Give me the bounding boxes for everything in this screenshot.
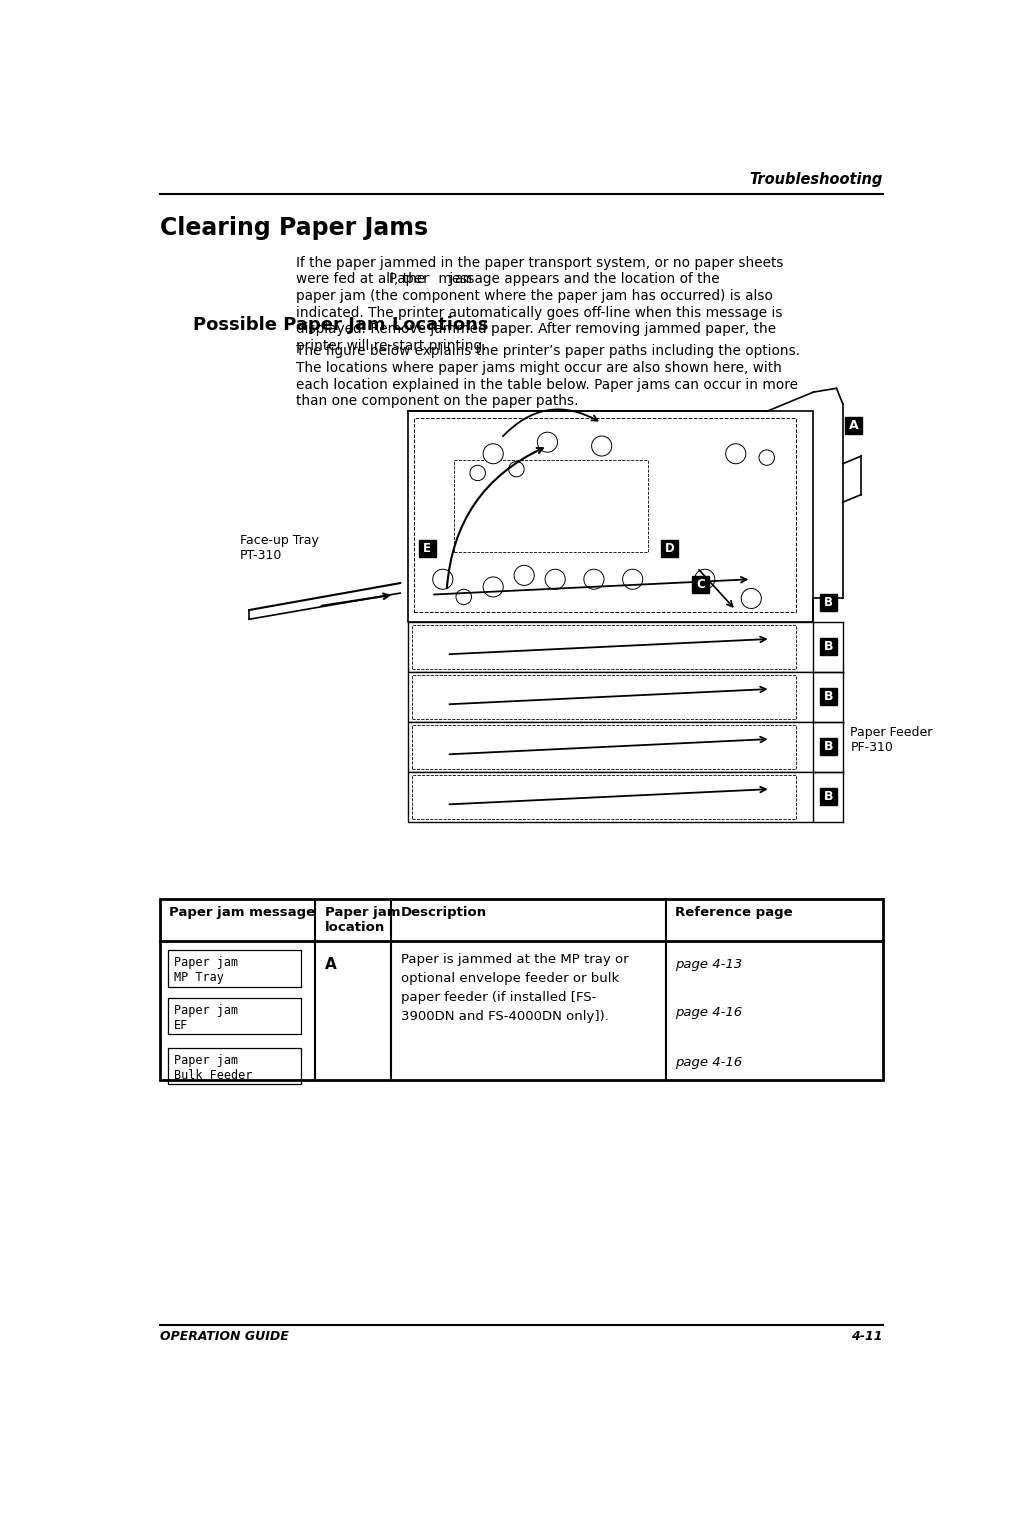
Bar xyxy=(160,899,883,1079)
Text: page 4-13: page 4-13 xyxy=(676,958,743,972)
Bar xyxy=(820,738,838,755)
Bar xyxy=(820,788,838,805)
Text: Paper jam
location: Paper jam location xyxy=(325,907,400,934)
Circle shape xyxy=(592,437,611,456)
Text: B: B xyxy=(824,790,834,803)
Text: The figure below explains the printer’s paper paths including the options.: The figure below explains the printer’s … xyxy=(297,344,801,358)
Circle shape xyxy=(545,568,566,590)
Circle shape xyxy=(483,444,503,464)
Bar xyxy=(820,638,838,655)
Text: If the paper jammed in the paper transport system, or no paper sheets: If the paper jammed in the paper transpo… xyxy=(297,256,784,270)
Bar xyxy=(168,951,302,987)
Bar xyxy=(845,417,862,434)
Bar xyxy=(692,576,709,593)
Text: each location explained in the table below. Paper jams can occur in more: each location explained in the table bel… xyxy=(297,377,798,391)
Text: than one component on the paper paths.: than one component on the paper paths. xyxy=(297,394,579,408)
Bar xyxy=(419,540,436,556)
Bar xyxy=(408,722,813,772)
Text: 4-11: 4-11 xyxy=(852,1330,883,1343)
Bar xyxy=(454,459,648,552)
Bar xyxy=(408,672,813,722)
Text: A: A xyxy=(849,418,858,432)
Bar xyxy=(820,688,838,705)
Bar xyxy=(412,775,796,819)
Circle shape xyxy=(455,590,472,605)
Text: indicated. The printer automatically goes off-line when this message is: indicated. The printer automatically goe… xyxy=(297,306,783,320)
Text: Paper jam
MP Tray: Paper jam MP Tray xyxy=(174,955,238,984)
Text: Clearing Paper Jams: Clearing Paper Jams xyxy=(160,215,428,240)
Text: were fed at all, the: were fed at all, the xyxy=(297,273,430,287)
Text: B: B xyxy=(824,596,834,609)
Circle shape xyxy=(515,565,534,585)
Circle shape xyxy=(726,444,746,464)
Text: page 4-16: page 4-16 xyxy=(676,1057,743,1069)
Bar xyxy=(408,411,813,622)
Text: Paper is jammed at the MP tray or
optional envelope feeder or bulk
paper feeder : Paper is jammed at the MP tray or option… xyxy=(400,952,629,1023)
Text: B: B xyxy=(824,740,834,753)
Text: Reference page: Reference page xyxy=(676,907,793,920)
Bar xyxy=(408,622,813,672)
Bar xyxy=(820,594,838,611)
Text: A: A xyxy=(325,957,336,972)
Circle shape xyxy=(741,588,761,608)
Text: printer will re-start printing.: printer will re-start printing. xyxy=(297,338,487,353)
Circle shape xyxy=(759,450,774,465)
Bar xyxy=(412,725,796,769)
Bar xyxy=(661,540,679,556)
Circle shape xyxy=(623,568,643,590)
Circle shape xyxy=(695,568,714,590)
Bar xyxy=(168,1048,302,1084)
Text: Paper  jam: Paper jam xyxy=(389,273,472,287)
Bar xyxy=(408,772,813,822)
Bar xyxy=(414,417,796,612)
Text: message appears and the location of the: message appears and the location of the xyxy=(434,273,720,287)
Text: C: C xyxy=(697,578,705,591)
Circle shape xyxy=(584,568,604,590)
Bar xyxy=(412,625,796,669)
Text: Paper jam
EF: Paper jam EF xyxy=(174,1004,238,1031)
Text: B: B xyxy=(824,640,834,653)
Text: The locations where paper jams might occur are also shown here, with: The locations where paper jams might occ… xyxy=(297,361,783,374)
Text: OPERATION GUIDE: OPERATION GUIDE xyxy=(160,1330,288,1343)
Circle shape xyxy=(470,465,485,481)
Text: Paper jam message: Paper jam message xyxy=(169,907,315,920)
Text: displayed. Remove jammed paper. After removing jammed paper, the: displayed. Remove jammed paper. After re… xyxy=(297,321,776,337)
Text: Paper Feeder
PF-310: Paper Feeder PF-310 xyxy=(851,726,932,753)
Text: page 4-16: page 4-16 xyxy=(676,1005,743,1019)
Bar xyxy=(412,675,796,719)
Text: Face-up Tray
PT-310: Face-up Tray PT-310 xyxy=(239,534,319,562)
Text: E: E xyxy=(423,541,431,555)
Text: Paper jam
Bulk Feeder: Paper jam Bulk Feeder xyxy=(174,1054,253,1081)
Circle shape xyxy=(537,432,557,452)
Text: D: D xyxy=(665,541,675,555)
Text: Troubleshooting: Troubleshooting xyxy=(750,171,883,186)
Text: Possible Paper Jam Locations: Possible Paper Jam Locations xyxy=(194,315,489,334)
Bar xyxy=(168,998,302,1034)
Text: paper jam (the component where the paper jam has occurred) is also: paper jam (the component where the paper… xyxy=(297,290,773,303)
Circle shape xyxy=(483,578,503,597)
Text: B: B xyxy=(824,690,834,703)
Circle shape xyxy=(508,461,524,478)
Circle shape xyxy=(433,568,452,590)
Text: Description: Description xyxy=(400,907,487,920)
